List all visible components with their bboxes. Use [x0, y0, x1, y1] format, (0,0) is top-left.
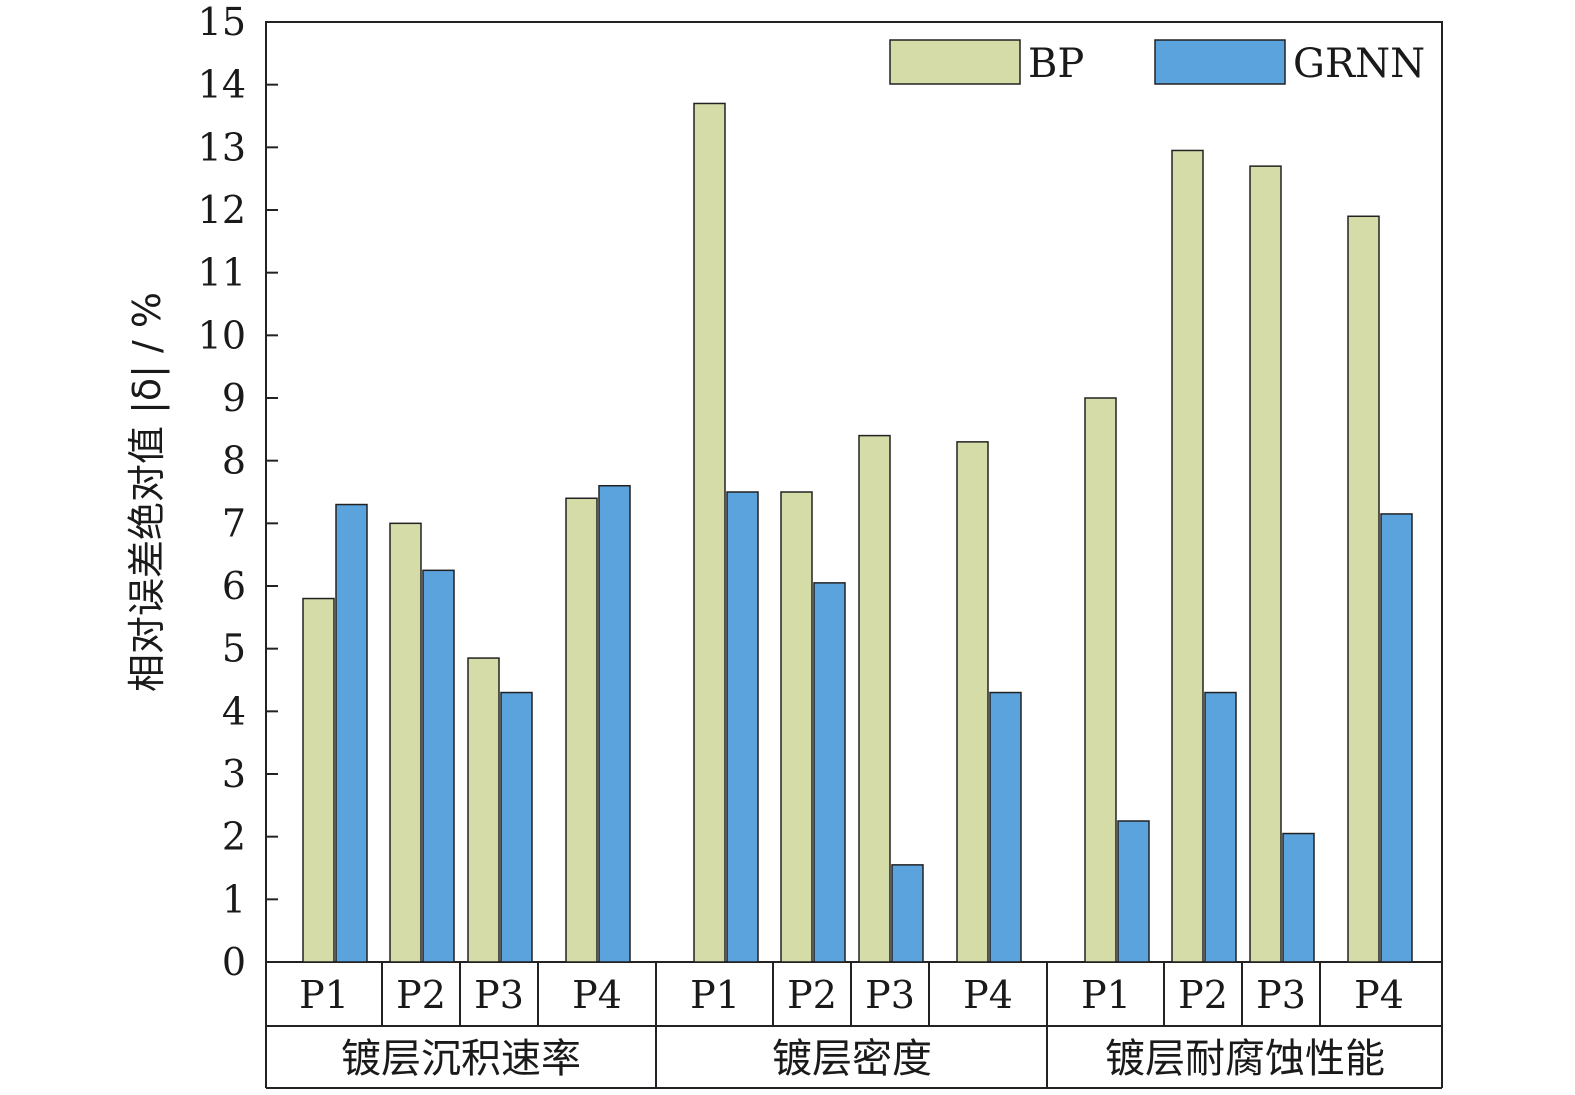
group-label: 镀层密度	[772, 1036, 932, 1082]
y-tick-label: 8	[222, 439, 246, 483]
group-label: 镀层耐腐蚀性能	[1105, 1036, 1385, 1082]
y-axis-title: 相对误差绝对值 |δ| / %	[125, 292, 170, 692]
bar-grnn	[1117, 820, 1150, 963]
category-label: P4	[963, 973, 1013, 1017]
category-label: P4	[572, 973, 622, 1017]
category-label: P1	[690, 973, 740, 1017]
bar-bp	[858, 434, 891, 963]
bar-bp	[1249, 165, 1282, 963]
category-label: P2	[396, 973, 446, 1017]
bar-grnn	[422, 569, 455, 963]
category-label: P4	[1354, 973, 1404, 1017]
category-label: P2	[787, 973, 837, 1017]
bar-bp	[1171, 149, 1204, 963]
group-label: 镀层沉积速率	[341, 1036, 581, 1082]
legend-label-grnn: GRNN	[1293, 41, 1425, 87]
category-label: P2	[1178, 973, 1228, 1017]
y-tick-label: 5	[222, 627, 246, 671]
legend-swatch-bp	[889, 39, 1021, 85]
chart-bars	[302, 102, 1413, 963]
bar-bp	[956, 441, 989, 963]
category-label: P3	[1256, 973, 1306, 1017]
bar-grnn	[1282, 832, 1315, 963]
y-tick-label: 6	[222, 564, 246, 608]
bar-bp	[302, 597, 335, 963]
bar-grnn	[813, 582, 846, 963]
y-tick-label: 11	[198, 251, 246, 295]
y-tick-label: 1	[222, 877, 246, 921]
category-label: P1	[299, 973, 349, 1017]
y-tick-label: 2	[222, 815, 246, 859]
y-tick-label: 10	[198, 313, 246, 357]
bar-grnn	[1380, 513, 1413, 963]
y-tick-label: 14	[198, 63, 246, 107]
bar-grnn	[500, 691, 533, 963]
bar-bp	[565, 497, 598, 963]
bar-grnn	[598, 484, 631, 963]
y-tick-label: 0	[222, 940, 246, 984]
chart-axes	[265, 21, 1443, 1089]
y-tick-label: 4	[222, 689, 246, 733]
bar-bp	[389, 522, 422, 963]
bar-grnn	[989, 691, 1022, 963]
plot-frame	[265, 21, 1443, 963]
y-tick-label: 12	[198, 188, 246, 232]
y-tick-label: 7	[222, 501, 246, 545]
bar-bp	[693, 102, 726, 963]
y-tick-label: 15	[198, 0, 246, 44]
legend-swatch-grnn	[1154, 39, 1286, 85]
category-label: P3	[474, 973, 524, 1017]
category-label: P3	[865, 973, 915, 1017]
bar-grnn	[891, 864, 924, 963]
bar-grnn	[726, 491, 759, 963]
y-tick-label: 13	[198, 125, 246, 169]
bar-bp	[467, 657, 500, 963]
bar-grnn	[335, 503, 368, 963]
y-tick-label: 3	[222, 752, 246, 796]
y-tick-label: 9	[222, 376, 246, 420]
bar-grnn	[1204, 691, 1237, 963]
category-label: P1	[1081, 973, 1131, 1017]
legend-label-bp: BP	[1028, 41, 1084, 87]
bar-bp	[780, 491, 813, 963]
x-axis-categories: P1 P2 P3 P4 镀层沉积速率 P1 P2 P3 P4 镀层密度 P1 P2 P3 P4 镀层耐腐蚀性…	[299, 962, 1404, 1088]
bar-bp	[1347, 215, 1380, 963]
bar-bp	[1084, 397, 1117, 963]
legend: BP GRNN	[889, 39, 1425, 87]
